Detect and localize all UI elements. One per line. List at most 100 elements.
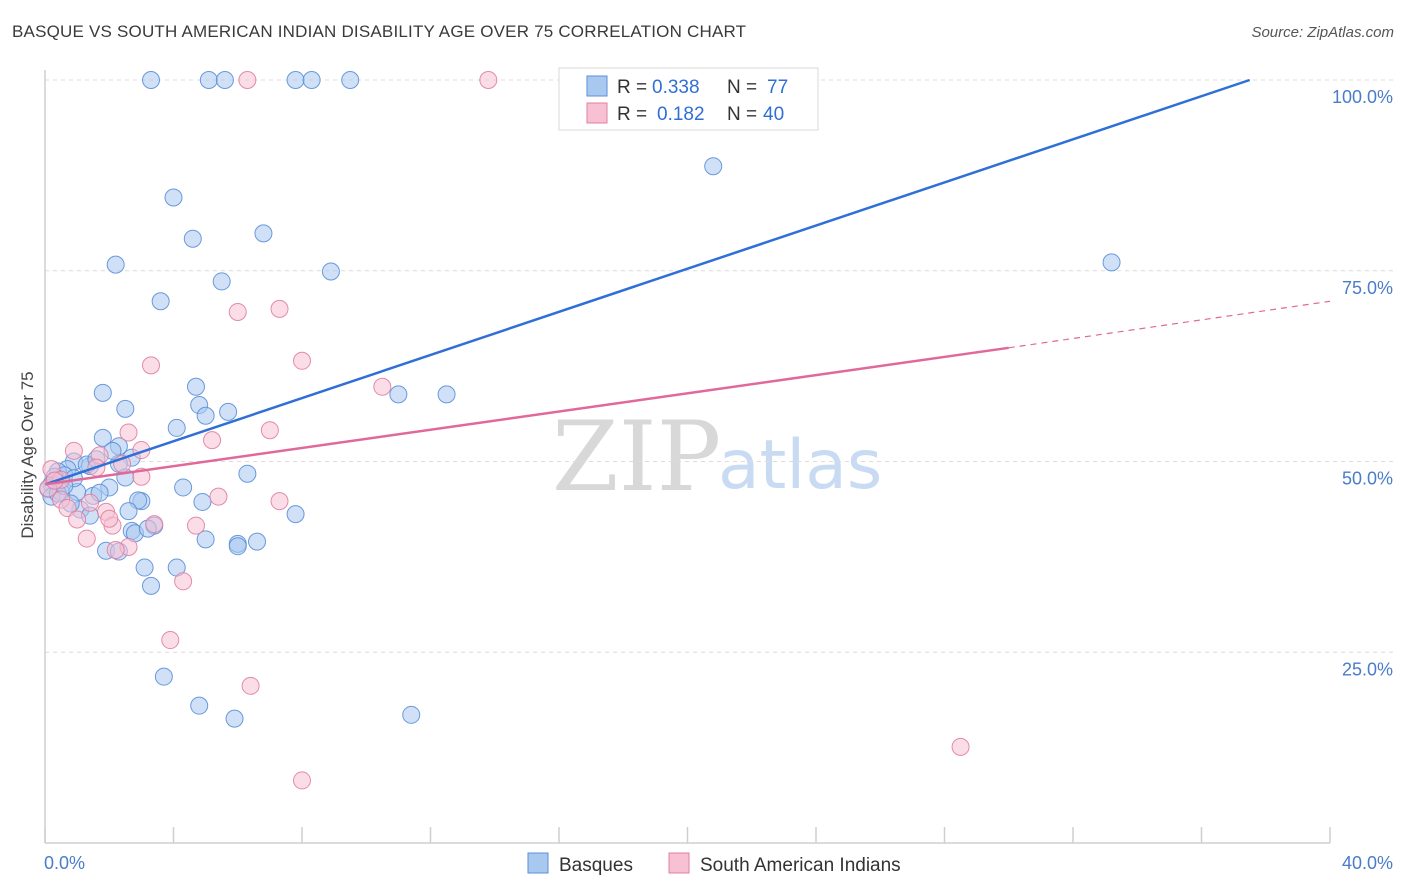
y-tick-labels: 25.0% 50.0% 75.0% 100.0% (1332, 87, 1393, 679)
watermark: ZIP atlas (552, 401, 882, 513)
point-basques (154, 667, 173, 686)
legend-r-value-1: 0.338 (652, 77, 700, 98)
point-basques (174, 478, 193, 497)
point-basques (704, 157, 723, 176)
point-south-american-indians (241, 676, 260, 695)
legend-r-label-2: R = (617, 104, 647, 125)
legend-r-value-2: 0.182 (657, 104, 705, 125)
trend-line-basques (44, 78, 1251, 486)
point-basques (228, 537, 247, 556)
gridlines (45, 79, 1393, 653)
legend-n-label-2: N = (727, 104, 757, 125)
point-basques (248, 532, 267, 551)
point-south-american-indians (228, 302, 247, 321)
point-basques (119, 502, 138, 521)
trend-lines (44, 78, 1331, 486)
point-basques (199, 71, 218, 89)
legend-n-value-1: 77 (767, 77, 788, 98)
point-basques (225, 709, 244, 728)
legend: R = 0.338 N = 77 R = 0.182 N = 40 (558, 67, 819, 131)
bottom-legend-swatch-south-american-indians (668, 852, 690, 874)
point-south-american-indians (479, 71, 498, 89)
point-south-american-indians (373, 377, 392, 396)
y-tick-100: 100.0% (1332, 87, 1393, 107)
point-south-american-indians (260, 421, 279, 440)
point-basques (212, 272, 231, 291)
x-tick-min: 0.0% (44, 853, 85, 873)
point-south-american-indians (209, 487, 228, 506)
point-basques (193, 492, 212, 511)
point-basques (186, 377, 205, 396)
point-basques (116, 399, 135, 418)
point-south-american-indians (951, 737, 970, 756)
point-south-american-indians (293, 351, 311, 370)
point-south-american-indians (119, 423, 138, 442)
point-south-american-indians (203, 431, 222, 450)
point-south-american-indians (142, 356, 161, 375)
point-south-american-indians (100, 509, 119, 528)
point-basques (302, 71, 321, 89)
watermark-atlas: atlas (718, 426, 882, 505)
point-south-american-indians (64, 441, 83, 460)
series-basques (39, 71, 1121, 728)
point-basques (183, 229, 202, 248)
point-basques (167, 418, 186, 437)
bottom-legend-south-american-indians: South American Indians (700, 855, 901, 876)
point-south-american-indians (270, 492, 289, 511)
y-tick-75: 75.0% (1342, 278, 1393, 298)
legend-swatch-south-american-indians (586, 102, 608, 124)
trend-line-extension-south-american-indians (1008, 300, 1331, 349)
watermark-zip: ZIP (552, 401, 721, 513)
point-south-american-indians (238, 71, 257, 89)
point-basques (341, 71, 360, 89)
point-basques (219, 402, 238, 421)
chart-title: BASQUE VS SOUTH AMERICAN INDIAN DISABILI… (12, 22, 747, 41)
chart-source: Source: ZipAtlas.com (1251, 24, 1394, 41)
point-south-american-indians (145, 515, 164, 534)
point-basques (402, 705, 421, 724)
point-south-american-indians (161, 631, 180, 650)
trend-line-south-american-indians (44, 346, 1009, 486)
point-south-american-indians (186, 516, 205, 535)
bottom-legend-basques: Basques (559, 855, 633, 876)
point-basques (106, 255, 125, 274)
point-basques (135, 558, 154, 577)
point-basques (1102, 253, 1121, 272)
point-basques (389, 385, 408, 404)
point-basques (437, 385, 456, 404)
bottom-legend: Basques South American Indians (527, 852, 901, 876)
y-axis-label: Disability Age Over 75 (18, 371, 37, 538)
point-south-american-indians (293, 771, 311, 790)
point-basques (286, 505, 305, 524)
point-basques (196, 530, 215, 549)
point-basques (215, 71, 234, 89)
bottom-legend-swatch-basques (527, 852, 549, 874)
legend-swatch-basques (586, 75, 608, 97)
point-south-american-indians (77, 529, 96, 548)
point-basques (142, 576, 161, 595)
point-basques (254, 224, 273, 243)
point-basques (164, 188, 183, 207)
y-tick-50: 50.0% (1342, 469, 1393, 489)
y-tick-25: 25.0% (1342, 659, 1393, 679)
point-south-american-indians (270, 299, 289, 318)
legend-r-label-1: R = (617, 77, 647, 98)
point-basques (286, 71, 305, 89)
x-axis-ticks (44, 827, 1331, 843)
legend-n-label-1: N = (727, 77, 757, 98)
point-south-american-indians (68, 510, 87, 529)
x-tick-max: 40.0% (1342, 853, 1393, 873)
point-basques (93, 383, 112, 402)
point-south-american-indians (174, 572, 193, 591)
point-basques (190, 696, 209, 715)
point-basques (93, 428, 112, 447)
point-basques (238, 464, 257, 483)
point-basques (321, 262, 340, 281)
point-basques (196, 406, 215, 425)
point-basques (142, 71, 161, 89)
point-south-american-indians (80, 493, 99, 512)
legend-n-value-2: 40 (763, 104, 784, 125)
point-basques (151, 292, 170, 311)
point-south-american-indians (106, 541, 125, 560)
